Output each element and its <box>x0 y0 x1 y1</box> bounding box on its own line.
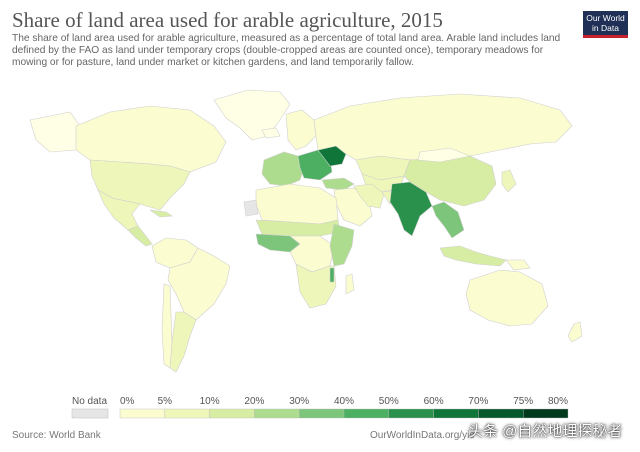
logo-line-2: in Data <box>592 23 619 33</box>
legend-tick-label: 80% <box>548 396 568 407</box>
region-east-africa[interactable] <box>329 223 355 267</box>
region-russia[interactable] <box>313 93 573 161</box>
legend-tick-label: 70% <box>468 396 488 407</box>
region-papua[interactable] <box>505 259 531 271</box>
region-indonesia[interactable] <box>439 245 507 267</box>
region-turkey[interactable] <box>321 177 355 191</box>
region-malawi[interactable] <box>329 267 335 283</box>
region-argentina[interactable] <box>169 311 197 373</box>
legend-swatch <box>164 408 210 419</box>
region-madagascar[interactable] <box>345 273 355 295</box>
region-central-america[interactable] <box>127 225 153 247</box>
legend-no-data-label: No data <box>72 396 107 407</box>
region-cuba[interactable] <box>149 209 173 218</box>
region-western-europe[interactable] <box>261 151 305 187</box>
legend-tick-label: 50% <box>379 396 399 407</box>
region-mongolia[interactable] <box>417 147 472 163</box>
region-iceland[interactable] <box>261 127 281 139</box>
legend-tick-label: 5% <box>158 396 173 407</box>
legend-swatch <box>119 408 165 419</box>
map-legend: No data 0% 5% 10% 20% 30% 40% 50% 60% 70% 75% 80% <box>71 396 569 419</box>
legend-no-data-swatch <box>71 408 109 419</box>
legend-swatch <box>433 408 479 419</box>
region-iran[interactable] <box>353 183 385 209</box>
region-scandinavia[interactable] <box>285 109 317 151</box>
legend-tick-label: 0% <box>120 396 135 407</box>
legend-swatch <box>254 408 300 419</box>
legend-swatch <box>209 408 255 419</box>
legend-swatch <box>478 408 524 419</box>
owid-logo[interactable]: Our World in Data <box>583 11 628 38</box>
source-note: Source: World Bank <box>12 430 101 441</box>
region-australia[interactable] <box>465 269 549 327</box>
region-alaska[interactable] <box>29 111 81 153</box>
legend-swatch <box>343 408 389 419</box>
world-map[interactable] <box>0 80 640 385</box>
region-greenland[interactable] <box>213 89 291 141</box>
region-north-africa[interactable] <box>255 183 339 225</box>
legend-tick-label: 20% <box>244 396 264 407</box>
region-japan[interactable] <box>501 169 517 193</box>
region-southeast-asia[interactable] <box>431 201 465 239</box>
legend-swatch <box>523 408 569 419</box>
legend-tick-label: 30% <box>289 396 309 407</box>
region-new-zealand[interactable] <box>567 321 583 343</box>
page-title: Share of land area used for arable agric… <box>12 8 443 32</box>
logo-line-1: Our World <box>586 13 625 23</box>
region-western-sahara[interactable] <box>243 199 259 217</box>
legend-tick-label: 10% <box>200 396 220 407</box>
owid-url[interactable]: OurWorldInData.org/yie <box>370 430 475 441</box>
legend-swatch <box>388 408 434 419</box>
legend-swatch <box>299 408 345 419</box>
region-brazil[interactable] <box>167 247 231 321</box>
legend-tick-label: 60% <box>424 396 444 407</box>
page-subtitle: The share of land area used for arable a… <box>12 33 561 69</box>
legend-bins: 0% 5% 10% 20% 30% 40% 50% 60% 70% 75% 80% <box>119 396 569 419</box>
legend-tick-label: 75% <box>513 396 533 407</box>
region-southern-africa[interactable] <box>295 263 337 309</box>
region-sahel[interactable] <box>255 219 341 237</box>
watermark: 头条 @自然地理探秘者 <box>468 423 623 440</box>
region-chile[interactable] <box>161 283 173 369</box>
legend-tick-label: 40% <box>334 396 354 407</box>
